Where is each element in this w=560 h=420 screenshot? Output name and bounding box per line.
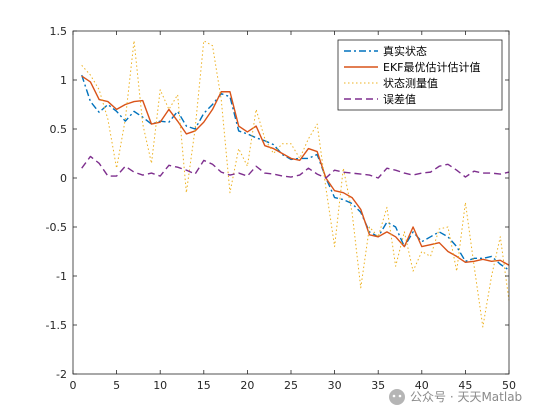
y-tick-label: -1.5 [46,319,67,332]
x-tick-label: 40 [415,379,429,392]
x-tick-label: 30 [328,379,342,392]
x-tick-label: 15 [197,379,211,392]
axes: 0 5 10 15 20 25 30 35 40 45 50 -2 -1.5 -1 -0.5 0 0.5 1 1.5 [46,25,516,392]
x-tick-label: 45 [458,379,472,392]
series-line-3 [81,40,510,328]
series-layer [81,40,510,328]
y-tick-label: -2 [56,368,67,381]
x-tick-label: 50 [502,379,516,392]
y-tick-label: 0.5 [50,123,68,136]
x-tick-label: 5 [113,379,120,392]
y-tick-label: -1 [56,270,67,283]
x-tick-label: 10 [153,379,167,392]
y-tick-label: 1.5 [50,25,68,38]
series-line-2 [81,75,510,266]
wechat-official-account-icon [389,389,405,405]
x-tick-label: 35 [371,379,385,392]
legend-label-3: 状态测量值 [383,76,438,90]
legend-label-2: EKF最优估计估计值 [383,61,481,74]
x-tick-label: 25 [284,379,298,392]
x-tick-label: 20 [240,379,254,392]
y-tick-label: 1 [60,74,67,87]
legend-label-4: 误差值 [383,92,416,106]
x-tick-label: 0 [70,379,77,392]
legend-label-1: 真实状态 [383,44,427,58]
y-tick-label: -0.5 [46,221,67,234]
y-tick-label: 0 [60,172,67,185]
watermark: 公众号 · 天天Matlab [389,389,522,405]
series-line-4 [81,155,510,179]
watermark-text: 公众号 · 天天Matlab [410,390,522,404]
